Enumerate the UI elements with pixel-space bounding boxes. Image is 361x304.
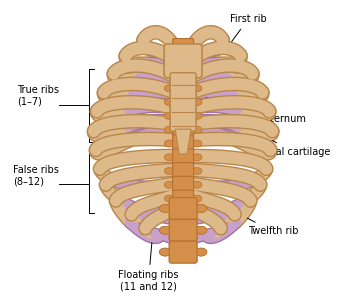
FancyBboxPatch shape bbox=[173, 39, 193, 55]
Ellipse shape bbox=[164, 57, 174, 64]
Ellipse shape bbox=[192, 126, 202, 133]
Ellipse shape bbox=[192, 71, 202, 78]
Ellipse shape bbox=[195, 248, 207, 256]
Ellipse shape bbox=[192, 195, 202, 202]
FancyBboxPatch shape bbox=[169, 241, 197, 263]
Ellipse shape bbox=[164, 168, 174, 174]
FancyBboxPatch shape bbox=[173, 190, 193, 207]
FancyBboxPatch shape bbox=[173, 149, 193, 166]
Text: Floating ribs
(11 and 12): Floating ribs (11 and 12) bbox=[118, 206, 179, 292]
Text: Sternum: Sternum bbox=[199, 95, 306, 124]
Ellipse shape bbox=[164, 126, 174, 133]
Ellipse shape bbox=[192, 154, 202, 161]
Ellipse shape bbox=[192, 181, 202, 188]
Ellipse shape bbox=[159, 226, 171, 234]
FancyBboxPatch shape bbox=[173, 135, 193, 152]
FancyBboxPatch shape bbox=[169, 219, 197, 241]
FancyBboxPatch shape bbox=[169, 241, 197, 263]
Ellipse shape bbox=[164, 140, 174, 147]
Text: First rib: First rib bbox=[229, 14, 266, 45]
Ellipse shape bbox=[192, 140, 202, 147]
FancyBboxPatch shape bbox=[173, 149, 193, 166]
Ellipse shape bbox=[195, 226, 207, 234]
Ellipse shape bbox=[195, 205, 207, 212]
FancyBboxPatch shape bbox=[173, 107, 193, 124]
FancyBboxPatch shape bbox=[173, 39, 193, 55]
FancyBboxPatch shape bbox=[173, 52, 193, 69]
Text: Costal cartilage: Costal cartilage bbox=[255, 131, 331, 157]
FancyBboxPatch shape bbox=[169, 198, 197, 219]
Ellipse shape bbox=[192, 57, 202, 64]
Ellipse shape bbox=[164, 154, 174, 161]
FancyBboxPatch shape bbox=[164, 44, 202, 78]
Ellipse shape bbox=[164, 112, 174, 119]
FancyBboxPatch shape bbox=[173, 121, 193, 138]
FancyBboxPatch shape bbox=[173, 66, 193, 83]
Ellipse shape bbox=[159, 248, 171, 256]
FancyBboxPatch shape bbox=[173, 163, 193, 179]
FancyBboxPatch shape bbox=[173, 94, 193, 111]
Ellipse shape bbox=[164, 126, 174, 133]
Ellipse shape bbox=[192, 85, 202, 92]
Ellipse shape bbox=[164, 57, 174, 64]
Ellipse shape bbox=[192, 85, 202, 92]
Ellipse shape bbox=[164, 112, 174, 119]
Ellipse shape bbox=[164, 85, 174, 92]
Ellipse shape bbox=[195, 226, 207, 234]
FancyBboxPatch shape bbox=[170, 73, 196, 131]
FancyBboxPatch shape bbox=[169, 198, 197, 219]
Ellipse shape bbox=[164, 71, 174, 78]
FancyBboxPatch shape bbox=[173, 176, 193, 193]
Ellipse shape bbox=[164, 71, 174, 78]
Ellipse shape bbox=[192, 140, 202, 147]
Ellipse shape bbox=[164, 195, 174, 202]
FancyBboxPatch shape bbox=[173, 80, 193, 97]
Text: False ribs
(8–12): False ribs (8–12) bbox=[13, 165, 59, 187]
Polygon shape bbox=[175, 129, 191, 154]
Ellipse shape bbox=[192, 181, 202, 188]
Ellipse shape bbox=[164, 195, 174, 202]
Text: Twelfth rib: Twelfth rib bbox=[225, 207, 298, 236]
Text: True ribs
(1–7): True ribs (1–7) bbox=[17, 85, 59, 106]
Ellipse shape bbox=[159, 205, 171, 212]
Ellipse shape bbox=[164, 85, 174, 92]
FancyBboxPatch shape bbox=[173, 135, 193, 152]
Ellipse shape bbox=[192, 112, 202, 119]
FancyBboxPatch shape bbox=[173, 121, 193, 138]
Ellipse shape bbox=[164, 140, 174, 147]
Ellipse shape bbox=[192, 168, 202, 174]
Ellipse shape bbox=[164, 98, 174, 105]
FancyBboxPatch shape bbox=[170, 73, 196, 131]
Ellipse shape bbox=[159, 205, 171, 212]
Ellipse shape bbox=[195, 205, 207, 212]
Ellipse shape bbox=[164, 154, 174, 161]
Ellipse shape bbox=[195, 248, 207, 256]
FancyBboxPatch shape bbox=[173, 163, 193, 179]
Polygon shape bbox=[175, 129, 191, 154]
Ellipse shape bbox=[164, 181, 174, 188]
Ellipse shape bbox=[192, 57, 202, 64]
Ellipse shape bbox=[192, 112, 202, 119]
Ellipse shape bbox=[159, 226, 171, 234]
Ellipse shape bbox=[192, 126, 202, 133]
FancyBboxPatch shape bbox=[173, 107, 193, 124]
Ellipse shape bbox=[164, 168, 174, 174]
Ellipse shape bbox=[192, 98, 202, 105]
FancyBboxPatch shape bbox=[173, 94, 193, 111]
Ellipse shape bbox=[192, 195, 202, 202]
FancyBboxPatch shape bbox=[173, 190, 193, 207]
Ellipse shape bbox=[192, 98, 202, 105]
Ellipse shape bbox=[164, 181, 174, 188]
Ellipse shape bbox=[192, 168, 202, 174]
FancyBboxPatch shape bbox=[169, 219, 197, 241]
Ellipse shape bbox=[159, 248, 171, 256]
Ellipse shape bbox=[192, 154, 202, 161]
FancyBboxPatch shape bbox=[173, 80, 193, 97]
FancyBboxPatch shape bbox=[173, 52, 193, 69]
Ellipse shape bbox=[192, 71, 202, 78]
Ellipse shape bbox=[164, 98, 174, 105]
FancyBboxPatch shape bbox=[173, 66, 193, 83]
FancyBboxPatch shape bbox=[173, 176, 193, 193]
FancyBboxPatch shape bbox=[164, 44, 202, 78]
